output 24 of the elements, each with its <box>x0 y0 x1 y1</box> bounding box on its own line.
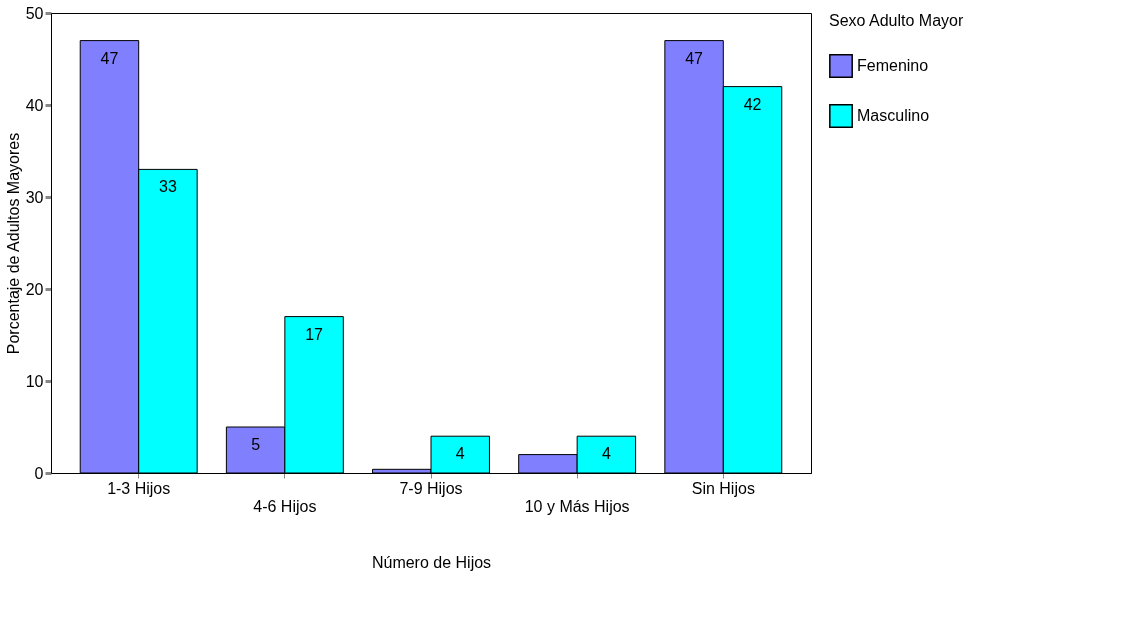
data-label: 4 <box>601 445 611 463</box>
y-tick-label: 30 <box>25 188 44 206</box>
x-tick-label: Sin Hijos <box>691 479 755 497</box>
data-label: 17 <box>305 325 324 343</box>
data-label: 4 <box>455 445 465 463</box>
y-tick-label: 40 <box>25 96 44 114</box>
legend-title: Sexo Adulto Mayor <box>829 12 964 29</box>
data-label: 47 <box>685 49 704 67</box>
legend-label: Femenino <box>857 57 929 74</box>
legend-label: Masculino <box>857 107 930 124</box>
y-tick-label: 50 <box>25 4 44 22</box>
data-label: 42 <box>743 95 762 113</box>
x-tick-label: 10 y Más Hijos <box>524 497 630 515</box>
y-tick-label: 0 <box>34 464 44 482</box>
data-label: 33 <box>159 178 177 196</box>
y-tick-label: 10 <box>25 372 44 390</box>
y-tick-label: 20 <box>25 280 44 298</box>
x-axis-title: Número de Hijos <box>371 553 492 571</box>
data-label: 47 <box>100 49 119 67</box>
y-axis-title: Porcentaje de Adultos Mayores <box>4 132 22 355</box>
data-label: 5 <box>251 436 261 453</box>
x-tick-label: 4-6 Hijos <box>253 497 317 515</box>
x-tick-label: 1-3 Hijos <box>107 479 171 497</box>
x-tick-label: 7-9 Hijos <box>399 479 463 497</box>
